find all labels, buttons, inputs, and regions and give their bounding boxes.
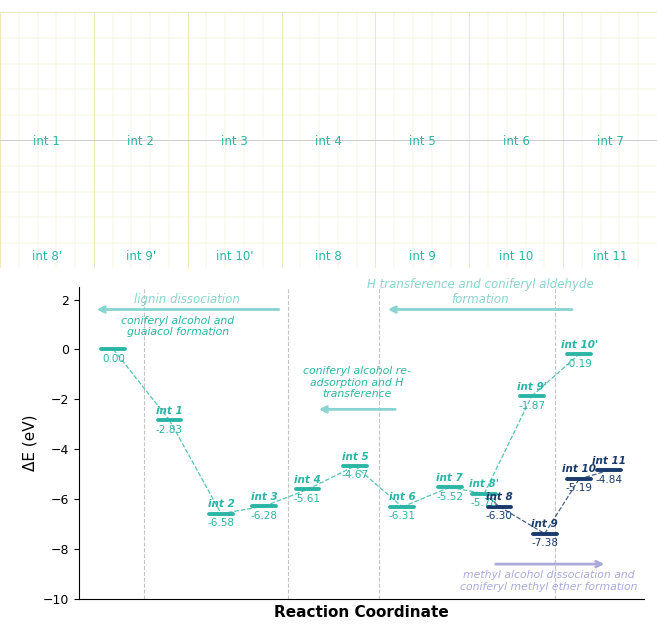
Text: int 9': int 9' (125, 250, 156, 263)
Text: -6.28: -6.28 (251, 510, 278, 520)
Text: -5.61: -5.61 (294, 494, 321, 504)
Text: int 1: int 1 (156, 406, 183, 416)
Text: int 7: int 7 (597, 135, 623, 149)
Text: methyl alcohol dissociation and
coniferyl methyl ether formation: methyl alcohol dissociation and conifery… (460, 570, 638, 592)
Text: int 10: int 10 (562, 464, 596, 474)
Text: -0.19: -0.19 (566, 359, 593, 369)
Y-axis label: ΔE (eV): ΔE (eV) (22, 415, 37, 471)
Text: int 9: int 9 (409, 250, 436, 263)
Text: int 8: int 8 (315, 250, 342, 263)
X-axis label: Reaction Coordinate: Reaction Coordinate (274, 605, 449, 620)
Text: 0.00: 0.00 (102, 354, 125, 364)
Text: int 10': int 10' (560, 339, 598, 349)
Text: int 6: int 6 (503, 135, 530, 149)
Text: -1.87: -1.87 (518, 401, 545, 411)
Text: -6.31: -6.31 (389, 512, 416, 522)
Text: -4.67: -4.67 (342, 470, 369, 480)
Text: int 9': int 9' (517, 382, 547, 392)
Text: int 5: int 5 (342, 452, 369, 462)
Text: coniferyl alcohol re-
adsorption and H
transference: coniferyl alcohol re- adsorption and H t… (303, 366, 411, 399)
Text: int 3: int 3 (251, 492, 278, 502)
Text: int 4: int 4 (315, 135, 342, 149)
Text: -5.52: -5.52 (436, 492, 463, 502)
Text: int 10': int 10' (216, 250, 254, 263)
Text: int 8': int 8' (32, 250, 62, 263)
Text: int 1: int 1 (34, 135, 60, 149)
Text: H transference and coniferyl aldehyde
formation: H transference and coniferyl aldehyde fo… (367, 278, 593, 306)
Text: int 8: int 8 (486, 492, 512, 502)
Text: -7.38: -7.38 (531, 538, 558, 548)
Text: int 10: int 10 (499, 250, 533, 263)
Text: -5.78: -5.78 (471, 498, 498, 508)
Text: int 7: int 7 (436, 473, 463, 483)
Text: int 8': int 8' (469, 479, 499, 489)
Text: lignin dissociation: lignin dissociation (134, 293, 240, 306)
Text: int 9: int 9 (532, 519, 558, 529)
Text: -4.84: -4.84 (596, 475, 623, 485)
Text: int 5: int 5 (409, 135, 436, 149)
Text: int 2: int 2 (208, 499, 235, 509)
Text: -6.58: -6.58 (208, 518, 235, 528)
Text: int 11: int 11 (593, 456, 626, 466)
Text: -6.30: -6.30 (486, 511, 513, 521)
Text: int 6: int 6 (389, 492, 416, 502)
Text: coniferyl alcohol and
guaiacol formation: coniferyl alcohol and guaiacol formation (122, 316, 235, 338)
Text: -2.83: -2.83 (156, 424, 183, 434)
Text: int 3: int 3 (221, 135, 248, 149)
Text: -5.19: -5.19 (566, 484, 593, 494)
Text: int 11: int 11 (593, 250, 627, 263)
Text: int 2: int 2 (127, 135, 154, 149)
Text: int 4: int 4 (294, 475, 321, 485)
